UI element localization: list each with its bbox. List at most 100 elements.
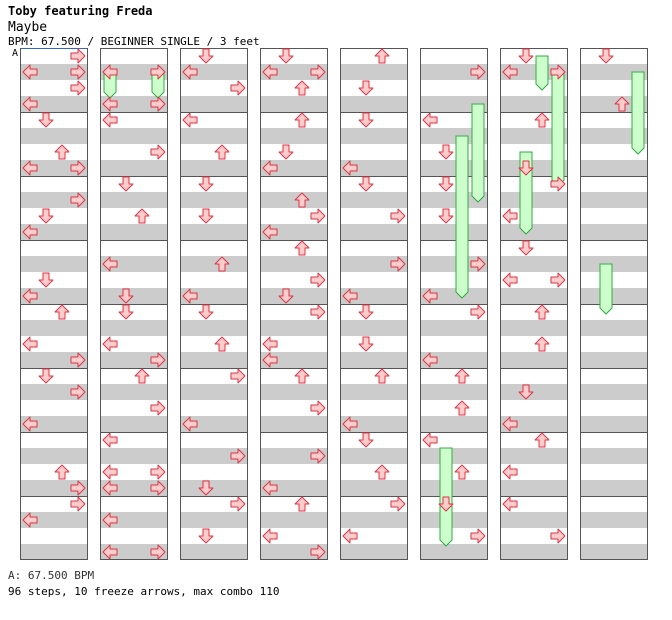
song-title: Maybe [8,20,48,35]
column-border [180,48,248,560]
arrow-left-icon [22,416,38,432]
beat-stripe [260,64,328,80]
arrow-down-icon [198,304,214,320]
arrow-left-icon [422,352,438,368]
arrow-right-icon [310,400,326,416]
arrow-left-icon [262,160,278,176]
arrow-left-icon [262,64,278,80]
beat-stripe [20,128,88,144]
beat-stripe [340,480,408,496]
arrow-left-icon [262,224,278,240]
arrow-down-icon [278,48,294,64]
beat-stripe [100,384,168,400]
arrow-left-icon [262,336,278,352]
beat-stripe [580,352,648,368]
arrow-left-icon [102,336,118,352]
arrow-up-icon [134,368,150,384]
beat-stripe [500,288,568,304]
arrow-right-icon [70,352,86,368]
beat-stripe [340,448,408,464]
arrow-left-icon [22,160,38,176]
beat-stripe [500,160,568,176]
beat-stripe [100,320,168,336]
beat-stripe [500,384,568,400]
beat-stripe [580,160,648,176]
arrow-right-icon [150,480,166,496]
arrow-right-icon [70,496,86,512]
step-summary: 96 steps, 10 freeze arrows, max combo 11… [8,585,280,598]
bpm-marker: A [12,48,19,59]
arrow-down-icon [198,176,214,192]
arrow-left-icon [502,496,518,512]
beat-stripe [260,352,328,368]
arrow-left-icon [182,64,198,80]
beat-stripe [340,416,408,432]
arrow-left-icon [182,112,198,128]
freeze-arrow-right [631,71,645,155]
arrow-up-icon [294,80,310,96]
arrow-up-icon [374,368,390,384]
arrow-right-icon [470,256,486,272]
arrow-left-icon [422,432,438,448]
beat-stripe [20,192,88,208]
beat-stripe [500,64,568,80]
beat-stripe [340,192,408,208]
bpm-legend: A: 67.500 BPM [8,569,95,582]
arrow-right-icon [230,448,246,464]
beat-stripe [260,192,328,208]
beat-stripe [420,352,488,368]
beat-stripe [420,128,488,144]
arrow-down-icon [358,432,374,448]
beat-stripe [420,256,488,272]
beat-stripe [500,256,568,272]
arrow-right-icon [150,144,166,160]
beat-stripe [180,64,248,80]
column-border [340,48,408,560]
arrow-right-icon [150,464,166,480]
beat-stripe [260,160,328,176]
arrow-down-icon [598,48,614,64]
arrow-down-icon [358,336,374,352]
beat-stripe [180,192,248,208]
beat-stripe [100,448,168,464]
chart-info: BPM: 67.500 / BEGINNER SINGLE / 3 feet [8,35,260,48]
beat-stripe [500,224,568,240]
beat-stripe [180,256,248,272]
arrow-right-icon [470,304,486,320]
arrow-up-icon [214,256,230,272]
arrow-down-icon [518,160,534,176]
arrow-left-icon [342,160,358,176]
beat-stripe [180,512,248,528]
arrow-right-icon [150,96,166,112]
arrow-right-icon [390,496,406,512]
beat-stripe [580,256,648,272]
beat-stripe [420,192,488,208]
beat-stripe [420,96,488,112]
arrow-down-icon [38,208,54,224]
arrow-up-icon [534,432,550,448]
arrow-left-icon [102,464,118,480]
beat-stripe [180,288,248,304]
beat-stripe [260,384,328,400]
arrow-down-icon [198,208,214,224]
arrow-left-icon [22,64,38,80]
column-border [100,48,168,560]
beat-stripe [580,128,648,144]
arrow-left-icon [182,288,198,304]
arrow-down-icon [438,176,454,192]
beat-stripe [180,448,248,464]
arrow-up-icon [294,240,310,256]
arrow-up-icon [614,96,630,112]
beat-stripe [180,96,248,112]
arrow-down-icon [198,528,214,544]
beat-stripe [100,160,168,176]
beat-stripe [260,544,328,560]
arrow-right-icon [550,528,566,544]
arrow-right-icon [550,272,566,288]
arrow-down-icon [278,288,294,304]
beat-stripe [100,64,168,80]
arrow-down-icon [358,304,374,320]
beat-stripe [500,448,568,464]
beat-stripe [420,512,488,528]
beat-stripe [500,352,568,368]
